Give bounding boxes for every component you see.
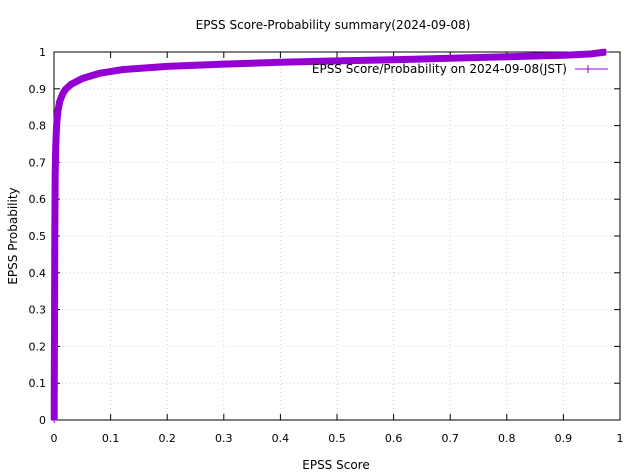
data-point	[588, 50, 595, 57]
y-tick-label: 0.1	[29, 377, 47, 390]
y-tick-label: 0.9	[29, 83, 47, 96]
y-tick-label: 0.8	[29, 120, 47, 133]
x-tick-label: 0	[51, 432, 58, 445]
data-point	[51, 354, 58, 361]
data-point	[51, 269, 58, 276]
data-point	[52, 174, 59, 181]
y-tick-label: 0.7	[29, 156, 47, 169]
data-point	[52, 144, 59, 151]
data-point	[51, 343, 58, 350]
y-axis-label: EPSS Probability	[6, 187, 20, 284]
data-point	[51, 306, 58, 313]
data-point	[52, 159, 59, 166]
x-axis-label: EPSS Score	[302, 458, 369, 472]
x-tick-label: 0.1	[102, 432, 120, 445]
data-point	[277, 59, 284, 66]
data-point	[560, 52, 567, 59]
legend-marker-sample	[584, 65, 592, 73]
data-point	[164, 63, 171, 70]
data-point	[447, 55, 454, 62]
x-tick-label: 0.7	[441, 432, 459, 445]
data-point	[54, 107, 61, 114]
data-point	[53, 118, 60, 125]
legend-label: EPSS Score/Probability on 2024-09-08(JST…	[312, 62, 567, 76]
x-tick-label: 0.4	[272, 432, 290, 445]
x-tick-label: 0.2	[158, 432, 176, 445]
x-tick-label: 0.5	[328, 432, 346, 445]
data-point	[602, 49, 609, 55]
y-tick-label: 0.2	[29, 340, 47, 353]
y-tick-label: 0.6	[29, 193, 47, 206]
data-point	[51, 365, 58, 372]
data-point	[390, 56, 397, 63]
data-point	[118, 66, 125, 73]
data-point	[503, 53, 510, 60]
data-point	[51, 325, 58, 331]
x-axis-ticks: 0 0.1 0.2 0.3 0.4 0.5 0.6 0.7 0.8 0.9 1	[51, 52, 624, 445]
data-point	[96, 70, 103, 77]
y-tick-label: 1	[39, 46, 46, 59]
data-point	[67, 81, 74, 88]
data-point	[62, 86, 69, 93]
data-point	[79, 75, 86, 82]
data-point	[51, 251, 58, 258]
x-tick-label: 0.6	[385, 432, 403, 445]
data-point	[334, 57, 340, 64]
data-point	[51, 417, 58, 423]
data-point	[220, 61, 227, 68]
data-point	[51, 398, 58, 405]
y-tick-label: 0	[39, 414, 46, 427]
y-tick-label: 0.5	[29, 230, 47, 243]
chart-title: EPSS Score-Probability summary(2024-09-0…	[196, 18, 471, 32]
x-tick-label: 0.3	[215, 432, 233, 445]
x-tick-label: 0.9	[555, 432, 573, 445]
data-point	[51, 214, 58, 221]
gridlines	[54, 52, 620, 420]
y-axis-ticks: 0 0.1 0.2 0.3 0.4 0.5 0.6 0.7 0.8 0.9 1	[29, 46, 620, 427]
data-point	[51, 233, 58, 239]
y-tick-label: 0.4	[29, 267, 47, 280]
data-point	[53, 129, 60, 136]
y-tick-label: 0.3	[29, 304, 47, 317]
x-tick-label: 0.8	[498, 432, 516, 445]
series-layer	[50, 48, 609, 423]
data-point	[59, 91, 66, 98]
legend: EPSS Score/Probability on 2024-09-08(JST…	[312, 62, 608, 76]
data-point	[56, 98, 63, 105]
data-point	[51, 288, 58, 295]
data-point	[51, 376, 58, 383]
data-point	[52, 196, 59, 203]
x-tick-label: 1	[617, 432, 624, 445]
